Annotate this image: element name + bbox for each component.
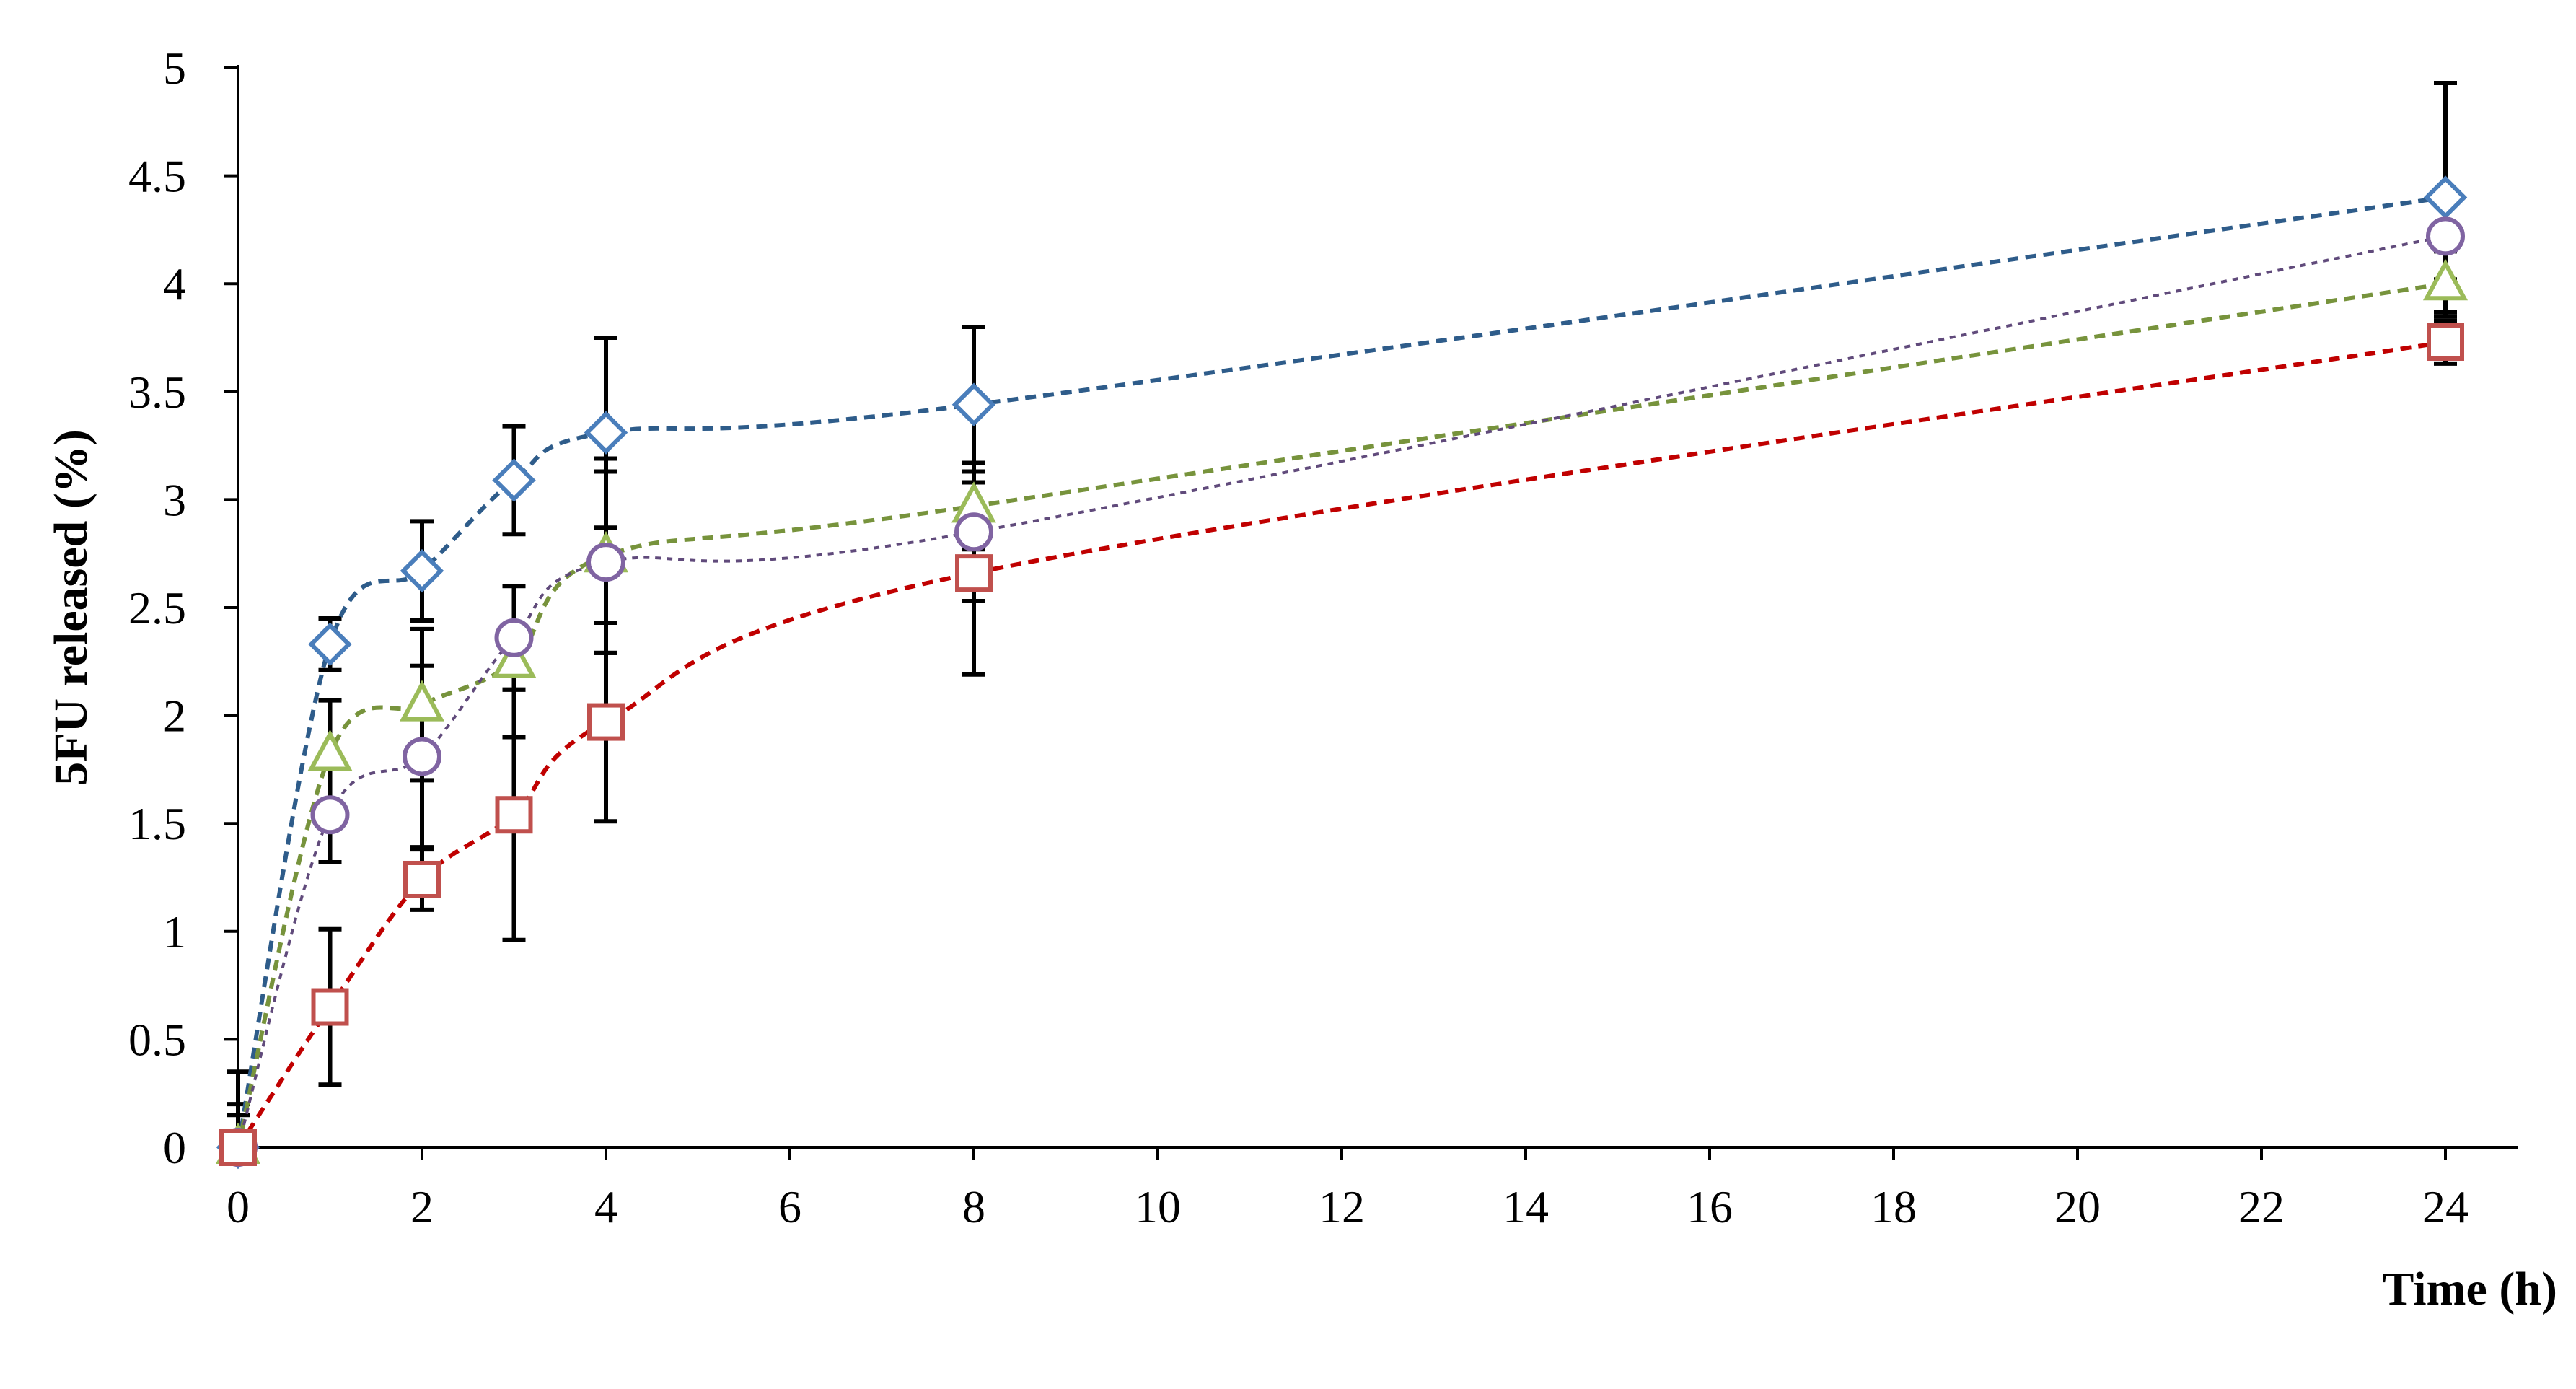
x-tick-label: 12 [1319,1181,1365,1232]
marker-triangle [307,729,353,771]
series-line [237,235,2446,1148]
y-ticks: 0 0.5 1 1.5 2 2.5 3 3.5 4 4.5 5 [128,43,238,1173]
marker-square [311,988,349,1026]
marker-square [587,703,625,741]
marker-triangle [491,636,537,678]
marker-square [403,860,441,898]
marker-diamond [308,622,352,667]
marker-circle [310,795,350,835]
x-tick-label: 4 [594,1181,617,1232]
marker-diamond [2423,175,2468,219]
x-tick-label: 0 [227,1181,250,1232]
marker-circle [954,512,993,552]
y-tick-label: 2.5 [128,582,186,634]
x-axis-title: Time (h) [2382,1263,2557,1315]
x-ticks: 0 2 4 6 8 10 12 14 16 18 20 22 24 [227,1147,2469,1232]
x-tick-label: 2 [410,1181,434,1232]
x-tick-label: 8 [962,1181,985,1232]
marker-circle [403,737,441,776]
marker-triangle [2422,258,2469,301]
y-tick-label: 3.5 [128,367,186,418]
x-tick-label: 6 [778,1181,801,1232]
y-axis-title: 5FU released (%) [45,429,97,786]
marker-diamond [951,382,996,426]
marker-square [2427,323,2464,361]
y-tick-label: 4 [163,258,186,310]
marker-square [495,796,533,834]
series-lines [236,195,2446,1149]
x-tick-label: 10 [1135,1181,1181,1232]
series-line [236,195,2446,1148]
y-tick-label: 1 [163,906,186,958]
x-tick-label: 20 [2054,1181,2101,1232]
y-tick-label: 5 [163,43,186,94]
x-tick-label: 18 [1871,1181,1917,1232]
marker-circle [586,543,625,582]
marker-triangle [399,680,445,722]
series-markers [215,175,2469,1170]
x-tick-label: 22 [2238,1181,2285,1232]
y-tick-label: 3 [163,474,186,525]
series-line [236,340,2446,1149]
x-tick-label: 16 [1687,1181,1733,1232]
y-tick-label: 0.5 [128,1014,186,1065]
marker-diamond [584,411,628,455]
marker-square [219,1129,257,1166]
marker-circle [494,618,534,657]
axes [237,65,2518,1149]
y-tick-label: 2 [163,691,186,742]
marker-square [955,554,993,592]
y-tick-label: 4.5 [128,151,186,202]
y-tick-label: 0 [163,1122,186,1173]
marker-circle [2426,216,2465,256]
y-tick-label: 1.5 [128,798,186,849]
marker-diamond [492,458,536,502]
x-tick-label: 24 [2422,1181,2469,1232]
series-line [236,281,2446,1148]
marker-diamond [400,548,444,593]
x-tick-label: 14 [1503,1181,1549,1232]
